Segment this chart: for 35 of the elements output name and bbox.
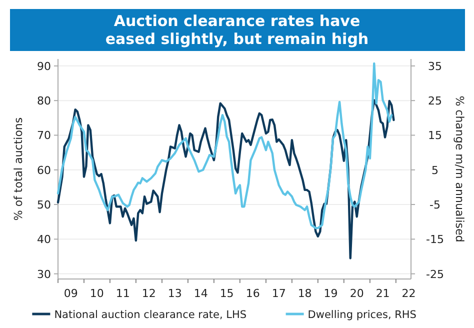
x-tick-label: 11 [116,287,130,300]
x-tick-label: 19 [324,287,338,300]
x-tick-label: 18 [298,287,312,300]
y2-tick-label: -5 [430,198,440,212]
y2-tick-label: 25 [428,94,442,108]
line-series [56,99,395,260]
y-axis-title: % of total auctions [12,117,25,221]
x-tick-label: 12 [142,287,156,300]
x-tick-label: 15 [220,287,234,300]
chart-title: Auction clearance rates have eased slightly, but remain high [105,12,369,48]
legend-label: National auction clearance rate, LHS [54,309,247,321]
y2-tick-label: 35 [428,60,442,73]
y2-axis-title: % change m/m annualised [453,96,466,242]
x-tick-label: 09 [64,287,78,300]
x-tick-label: 13 [168,287,182,300]
y-tick-label: 30 [37,268,51,281]
x-tick-label: 10 [90,287,104,300]
y-tick-label: 80 [37,94,51,108]
y-tick-label: 70 [37,129,51,142]
y-tick-label: 50 [37,198,51,212]
y2-tick-label: 5 [432,164,438,177]
x-tick-label: 21 [376,287,390,300]
y2-tick-label: 15 [428,129,442,142]
x-tick-label: 16 [246,287,260,300]
y-tick-label: 40 [37,233,51,246]
y-tick-label: 60 [37,164,51,177]
y2-tick-label: -15 [426,233,444,246]
line-series [56,62,393,230]
x-tick-label: 22 [402,287,416,300]
y-tick-label: 90 [37,60,51,73]
legend-label: Dwelling prices, RHS [308,309,417,321]
y2-tick-label: -25 [426,268,444,281]
x-tick-label: 17 [272,287,286,300]
x-tick-label: 20 [350,287,364,300]
x-tick-label: 14 [194,287,208,300]
